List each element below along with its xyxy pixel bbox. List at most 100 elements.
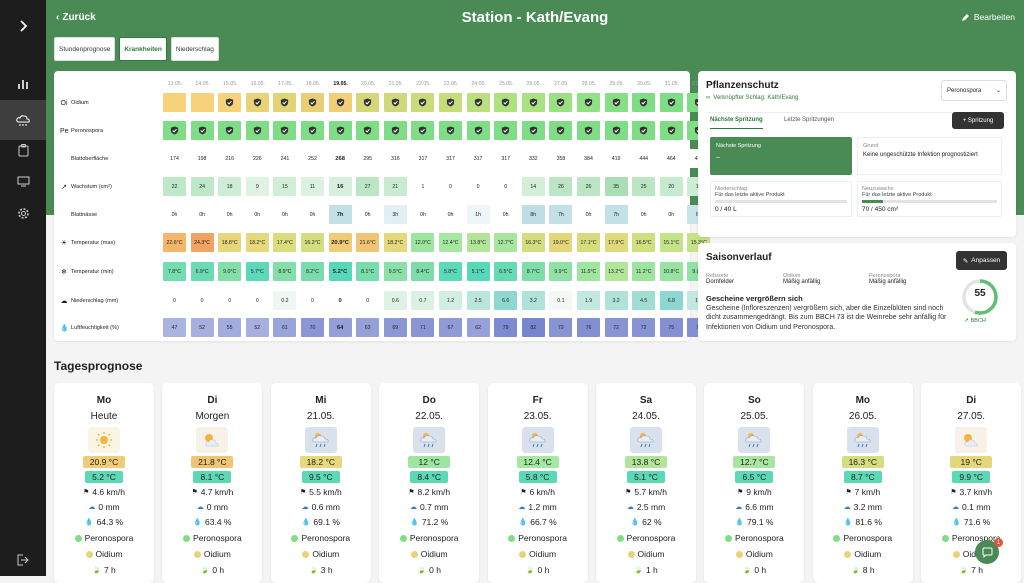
value-cell[interactable]: 7.8°C xyxy=(163,262,186,281)
value-cell[interactable]: 0h xyxy=(218,205,242,224)
tab-krankheiten[interactable]: Krankheiten xyxy=(119,37,167,61)
value-cell[interactable]: 0 xyxy=(466,177,490,196)
risk-cell[interactable] xyxy=(218,121,242,140)
value-cell[interactable]: 7h xyxy=(549,205,573,224)
value-cell[interactable]: 12.7°C xyxy=(494,233,518,252)
value-cell[interactable]: 317 xyxy=(439,149,462,168)
risk-cell[interactable] xyxy=(383,93,407,112)
disease-select[interactable]: Peronospora ⌄ xyxy=(941,80,1007,101)
value-cell[interactable]: 444 xyxy=(632,149,656,168)
day-card[interactable]: Mi 21.05. 18.2 °C 9.5 °C ⚑ 5.5 km/h ☁ 0.6 mm 💧 69… xyxy=(270,383,371,583)
risk-cell[interactable] xyxy=(383,121,407,140)
add-spray-button[interactable]: + Spritzung xyxy=(952,112,1004,129)
value-cell[interactable]: 52 xyxy=(190,318,214,337)
value-cell[interactable]: 79 xyxy=(494,318,518,337)
value-cell[interactable]: 11 xyxy=(301,177,324,196)
value-cell[interactable]: 25 xyxy=(632,177,656,196)
back-button[interactable]: ‹ Zurück xyxy=(56,12,96,23)
risk-cell[interactable] xyxy=(521,93,545,112)
value-cell[interactable]: 8.7°C xyxy=(521,262,545,281)
value-cell[interactable]: 20.9°C xyxy=(328,233,352,252)
value-cell[interactable]: 0h xyxy=(273,205,297,224)
risk-cell[interactable] xyxy=(356,93,380,112)
value-cell[interactable]: 317 xyxy=(466,149,490,168)
value-cell[interactable]: 18.8°C xyxy=(218,233,242,252)
risk-cell[interactable] xyxy=(604,93,628,112)
value-cell[interactable]: 6.6 xyxy=(494,291,518,310)
value-cell[interactable]: 5.1°C xyxy=(466,262,490,281)
value-cell[interactable]: 3.2 xyxy=(604,291,628,310)
value-cell[interactable]: 316 xyxy=(383,149,407,168)
tab-stundenprognose[interactable]: Stundenprognose xyxy=(54,37,116,61)
value-cell[interactable]: 0h xyxy=(632,205,656,224)
value-cell[interactable]: 4.5 xyxy=(632,291,656,310)
risk-cell[interactable] xyxy=(190,121,214,140)
value-cell[interactable]: 0h xyxy=(301,205,324,224)
risk-cell[interactable] xyxy=(577,121,600,140)
risk-cell[interactable] xyxy=(466,93,490,112)
value-cell[interactable]: 252 xyxy=(301,149,324,168)
value-cell[interactable]: 24 xyxy=(190,177,214,196)
risk-cell[interactable] xyxy=(632,121,656,140)
day-card[interactable]: Do 22.05. 12 °C 8.4 °C ⚑ 8.2 km/h ☁ 0.7 mm 💧 71.2… xyxy=(379,383,480,583)
value-cell[interactable]: 198 xyxy=(190,149,214,168)
value-cell[interactable]: 464 xyxy=(659,149,683,168)
value-cell[interactable]: 419 xyxy=(604,149,628,168)
value-cell[interactable]: 15 xyxy=(273,177,297,196)
sidebar-item-tasks[interactable] xyxy=(0,130,46,170)
value-cell[interactable]: 0h xyxy=(245,205,269,224)
risk-cell[interactable] xyxy=(494,93,518,112)
value-cell[interactable]: 18.2°C xyxy=(383,233,407,252)
value-cell[interactable]: 75 xyxy=(659,318,683,337)
value-cell[interactable]: 26 xyxy=(549,177,573,196)
value-cell[interactable]: 317 xyxy=(494,149,518,168)
value-cell[interactable]: 5.7°C xyxy=(245,262,269,281)
value-cell[interactable]: 22 xyxy=(163,177,186,196)
value-cell[interactable]: 71 xyxy=(411,318,435,337)
value-cell[interactable]: 35 xyxy=(604,177,628,196)
value-cell[interactable]: 0h xyxy=(577,205,600,224)
day-card[interactable]: Di 27.05. 19 °C 9.9 °C ⚑ 3.7 km/h ☁ 0.1 mm 💧 71.6… xyxy=(921,383,1022,583)
day-card[interactable]: So 25.05. 12.7 °C 6.5 °C ⚑ 9 km/h ☁ 6.6 mm 💧 79.1… xyxy=(704,383,805,583)
sidebar-item-weather[interactable] xyxy=(0,100,46,140)
value-cell[interactable]: 0 xyxy=(163,291,186,310)
value-cell[interactable]: 70 xyxy=(301,318,324,337)
value-cell[interactable]: 226 xyxy=(245,149,269,168)
value-cell[interactable]: 241 xyxy=(273,149,297,168)
value-cell[interactable]: 20 xyxy=(659,177,683,196)
value-cell[interactable]: 0 xyxy=(301,291,324,310)
risk-cell[interactable] xyxy=(521,121,545,140)
value-cell[interactable]: 72 xyxy=(604,318,628,337)
value-cell[interactable]: 8.2°C xyxy=(301,262,324,281)
value-cell[interactable]: 174 xyxy=(163,149,186,168)
value-cell[interactable]: 62 xyxy=(466,318,490,337)
value-cell[interactable]: 27 xyxy=(356,177,380,196)
value-cell[interactable]: 1.2 xyxy=(439,291,462,310)
value-cell[interactable]: 9.0°C xyxy=(218,262,242,281)
value-cell[interactable]: 3h xyxy=(383,205,407,224)
value-cell[interactable]: 0h xyxy=(659,205,683,224)
risk-cell[interactable] xyxy=(273,93,297,112)
risk-cell[interactable] xyxy=(301,93,324,112)
sidebar-item-statistics[interactable] xyxy=(0,64,46,104)
value-cell[interactable]: 5.2°C xyxy=(328,262,352,281)
value-cell[interactable]: 8h xyxy=(521,205,545,224)
risk-cell[interactable] xyxy=(549,93,573,112)
value-cell[interactable]: 18.2°C xyxy=(245,233,269,252)
risk-cell[interactable] xyxy=(411,121,435,140)
adjust-button[interactable]: ✎ Anpassen xyxy=(956,251,1007,270)
value-cell[interactable]: 12.0°C xyxy=(411,233,435,252)
value-cell[interactable]: 76 xyxy=(577,318,600,337)
value-cell[interactable]: 0h xyxy=(163,205,186,224)
value-cell[interactable]: 63 xyxy=(356,318,380,337)
value-cell[interactable]: 3.2 xyxy=(521,291,545,310)
day-card[interactable]: Mo Heute 20.9 °C 5.2 °C ⚑ 4.6 km/h ☁ 0 mm 💧 64.3 … xyxy=(54,383,154,583)
value-cell[interactable]: 18 xyxy=(218,177,242,196)
value-cell[interactable]: 0.1 xyxy=(549,291,573,310)
value-cell[interactable]: 64 xyxy=(328,318,352,337)
value-cell[interactable]: 21.6°C xyxy=(356,233,380,252)
risk-cell[interactable] xyxy=(163,93,186,112)
value-cell[interactable]: 67 xyxy=(439,318,462,337)
risk-cell[interactable] xyxy=(301,121,324,140)
day-card[interactable]: Sa 24.05. 13.8 °C 5.1 °C ⚑ 5.7 km/h ☁ 2.5 mm 💧 62… xyxy=(596,383,696,583)
